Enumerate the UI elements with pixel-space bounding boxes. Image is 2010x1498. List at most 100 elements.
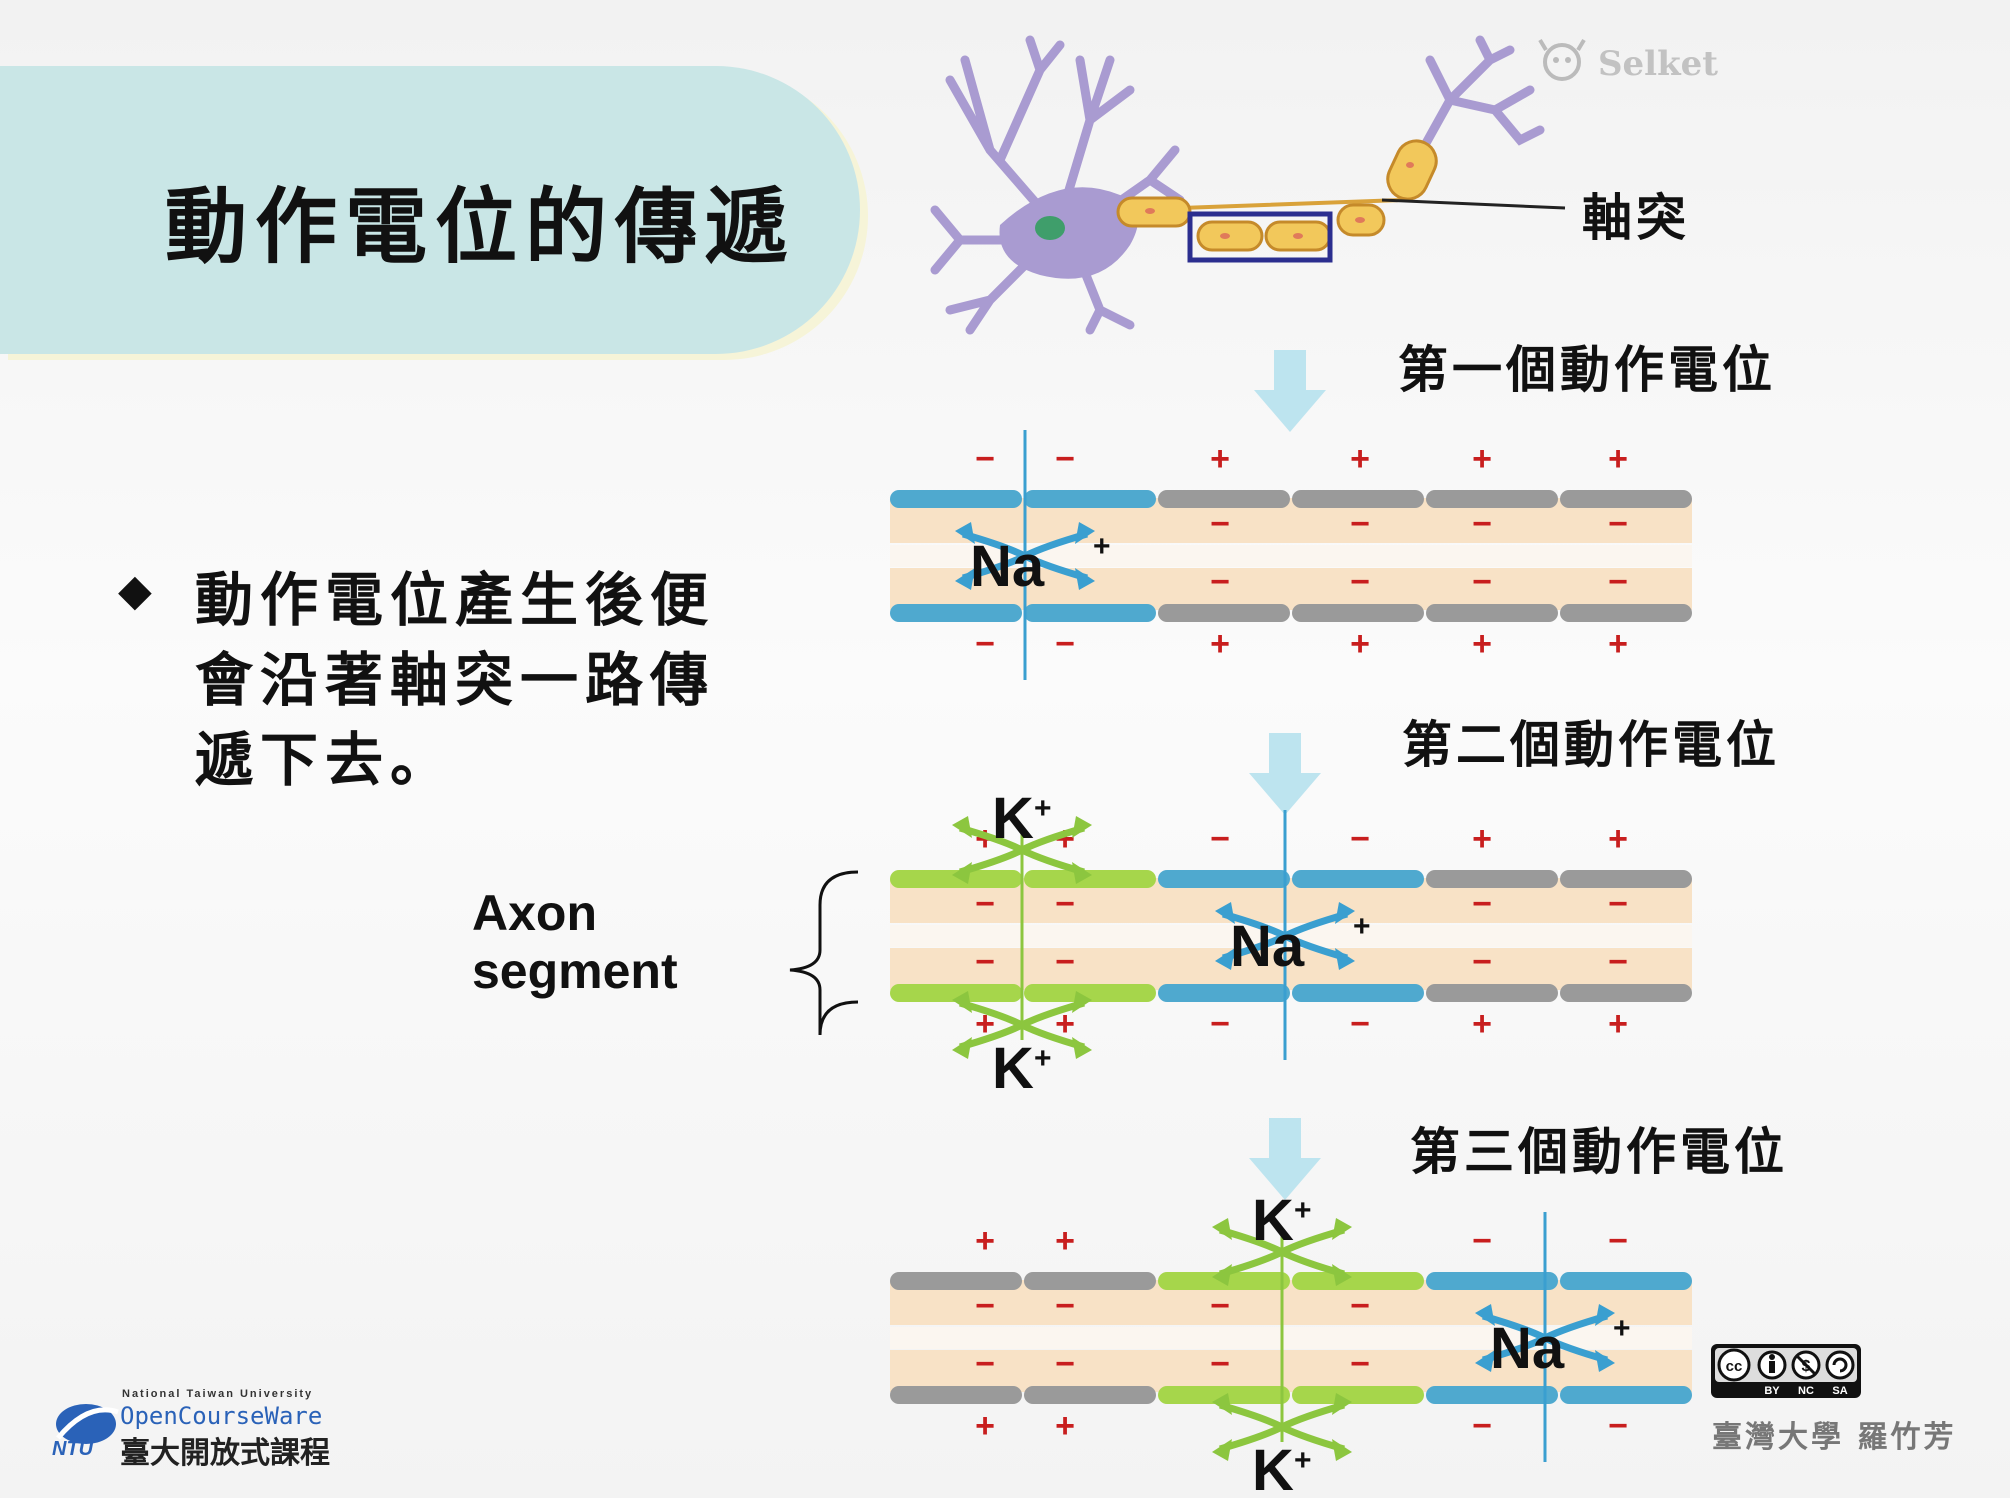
- panel-1-outer-bottom-neg-0: −: [975, 625, 995, 663]
- panel-2-inner-top-neg-1: −: [1055, 885, 1075, 923]
- panel-2-outer-top-neg-0: −: [1210, 820, 1230, 858]
- panel-3-axon-core: [890, 1327, 1692, 1349]
- cc-nc-label: NC: [1798, 1385, 1814, 1397]
- bullet-text: 動作電位產生後便會沿著軸突一路傳遞下去。: [195, 566, 716, 794]
- panel-3-membrane-bottom-4: [1426, 1386, 1558, 1404]
- panel-1-membrane-bottom-2: [1158, 604, 1290, 622]
- panel-3-outer-top-pos-1: +: [1055, 1222, 1075, 1260]
- panel-2-inner-bottom-neg-0: −: [975, 943, 995, 981]
- panel-1-membrane-bottom-5: [1560, 604, 1692, 622]
- panel-3-na-arrow-icon-head-3: [1595, 1350, 1615, 1372]
- panel-3-k-top-arrow-icon-head-3: [1332, 1264, 1352, 1286]
- axon-segment-label: Axon segment: [472, 884, 722, 1000]
- panel-3-membrane-top-3: [1292, 1272, 1424, 1290]
- panel-2-k-top-arrow-icon-head-2: [952, 862, 972, 884]
- panel-3-k-bottom-arrow-icon-head-0: [1212, 1393, 1232, 1415]
- panel-2-outer-bottom-neg-1: −: [1350, 1005, 1370, 1043]
- panel-1-na-arrow-icon-head-0: [955, 522, 975, 544]
- panel-3-inner-bottom-neg-2: −: [1210, 1345, 1230, 1383]
- slide-title: 動作電位的傳遞: [165, 179, 796, 275]
- panel-2-k-top-label: K: [992, 786, 1034, 851]
- panel-2-na-arrow-icon-head-0: [1215, 902, 1235, 924]
- axon-segment-line1: Axon: [472, 885, 597, 941]
- panel-2-k-top-arrow-icon-head-0: [952, 816, 972, 838]
- panel-3-label: 第三個動作電位: [1410, 1122, 1788, 1181]
- selket-logo-icon: [1538, 38, 1586, 81]
- panel-1-inner-top-neg-0: −: [1210, 505, 1230, 543]
- panel-3-membrane-top-5: [1560, 1272, 1692, 1290]
- panel-1-membrane-bottom-0: [890, 604, 1022, 622]
- axon-segment-brace-icon: [789, 870, 859, 1036]
- panel-3-membrane-top-4: [1426, 1272, 1558, 1290]
- panel-1-na-sup: +: [1093, 530, 1111, 563]
- panel-3-inner-bottom-neg-0: −: [975, 1345, 995, 1383]
- panel-2-na-sup: +: [1353, 910, 1371, 943]
- panel-1-outer-bottom-neg-1: −: [1055, 625, 1075, 663]
- panel-3-k-top-arrow-icon-head-2: [1212, 1264, 1232, 1286]
- panel-1-outer-top-neg-0: −: [975, 440, 995, 478]
- panel-1-outer-top-pos-1: +: [1350, 440, 1370, 478]
- panel-1-na-arrow-icon-head-2: [955, 568, 975, 590]
- panel-1-outer-bottom-pos-2: +: [1472, 625, 1492, 663]
- cc-license-icon: cc $ BY NC SA: [1711, 1344, 1861, 1398]
- panel-3-na-arrow-icon-head-2: [1475, 1350, 1495, 1372]
- cc-sa-label: SA: [1832, 1385, 1847, 1397]
- panel-1-membrane-bottom-4: [1426, 604, 1558, 622]
- panel-3-membrane-top-1: [1024, 1272, 1156, 1290]
- panel-1-outer-bottom-pos-0: +: [1210, 625, 1230, 663]
- panel-2-outer-top-pos2-1: +: [1608, 820, 1628, 858]
- panel-1-na-label: Na: [970, 534, 1045, 599]
- panel-3-inner-bottom-neg-3: −: [1350, 1345, 1370, 1383]
- panel-2-inner-top-neg2-0: −: [1472, 885, 1492, 923]
- panel-2-outer-bottom-pos2-1: +: [1608, 1005, 1628, 1043]
- panel-2-na-arrow-icon-head-1: [1335, 902, 1355, 924]
- ntu-badge: NTU: [52, 1438, 94, 1460]
- ocw-english: OpenCourseWare: [120, 1402, 323, 1430]
- panel-2-membrane-top-1: [1024, 870, 1156, 888]
- dendrite-icon: [930, 35, 1545, 335]
- axon-segment-line2: segment: [472, 943, 678, 999]
- panel-3-k-top-arrow-icon-head-1: [1332, 1218, 1352, 1240]
- panel-2-na-arrow-icon-head-2: [1215, 948, 1235, 970]
- panel-3-outer-bottom-pos-1: +: [1055, 1407, 1075, 1445]
- panel-2-outer-bottom-pos-1: +: [1055, 1005, 1075, 1043]
- panel-2-k-top-arrow-icon-head-3: [1072, 862, 1092, 884]
- panel-1-membrane-top-2: [1158, 490, 1290, 508]
- panel-1-label: 第一個動作電位: [1398, 340, 1776, 399]
- panel-3-k-bottom-label: K: [1252, 1438, 1294, 1498]
- panel-1-down-arrow-icon: [1254, 350, 1326, 432]
- panel-3-inner-top-neg-1: −: [1055, 1287, 1075, 1325]
- panel-3-k-bottom-arrow-icon-head-3: [1332, 1439, 1352, 1461]
- panel-3-k-bottom-arrow-icon-head-1: [1332, 1393, 1352, 1415]
- panel-1-inner-top-neg-2: −: [1472, 505, 1492, 543]
- panel-2-down-arrow-icon: [1249, 733, 1321, 815]
- cell-body-icon: [999, 187, 1138, 279]
- panel-3-membrane-top-0: [890, 1272, 1022, 1290]
- panel-3-k-bottom-arrow-icon-head-2: [1212, 1439, 1232, 1461]
- panel-1-membrane-top-0: [890, 490, 1022, 508]
- panel-3-k-top-sup: +: [1294, 1194, 1312, 1227]
- ntu-ocw-logo-icon: [56, 1404, 119, 1444]
- panel-2-membrane-bottom-0: [890, 984, 1022, 1002]
- panel-3-down-arrow-icon: [1249, 1118, 1321, 1200]
- panel-2-k-bottom-arrow-icon-head-0: [952, 991, 972, 1013]
- panel-2-inner-bottom-neg-1: −: [1055, 943, 1075, 981]
- panel-2-membrane-top-5: [1560, 870, 1692, 888]
- panel-1-outer-top-pos-3: +: [1608, 440, 1628, 478]
- panel-3-outer-top-neg-0: −: [1472, 1222, 1492, 1260]
- panel-3-outer-top-pos-0: +: [975, 1222, 995, 1260]
- panel-3-outer-bottom-pos-0: +: [975, 1407, 995, 1445]
- panel-1-outer-bottom-pos-3: +: [1608, 625, 1628, 663]
- panel-2-k-top-sup: +: [1034, 792, 1052, 825]
- panel-3-na-arrow-icon-head-1: [1595, 1304, 1615, 1326]
- panel-2-outer-top-neg-1: −: [1350, 820, 1370, 858]
- panel-3-inner-top-neg-0: −: [975, 1287, 995, 1325]
- ocw-chinese: 臺大開放式課程: [120, 1436, 330, 1471]
- panel-1-na-arrow-icon-head-1: [1075, 522, 1095, 544]
- panel-1-outer-top-neg-1: −: [1055, 440, 1075, 478]
- panel-2-k-bottom-arrow-icon-head-2: [952, 1037, 972, 1059]
- title-band: [0, 66, 860, 354]
- panel-1-outer-top-pos-2: +: [1472, 440, 1492, 478]
- panel-2-k-bottom-label: K: [992, 1036, 1034, 1101]
- panel-1-inner-bottom-neg-3: −: [1608, 563, 1628, 601]
